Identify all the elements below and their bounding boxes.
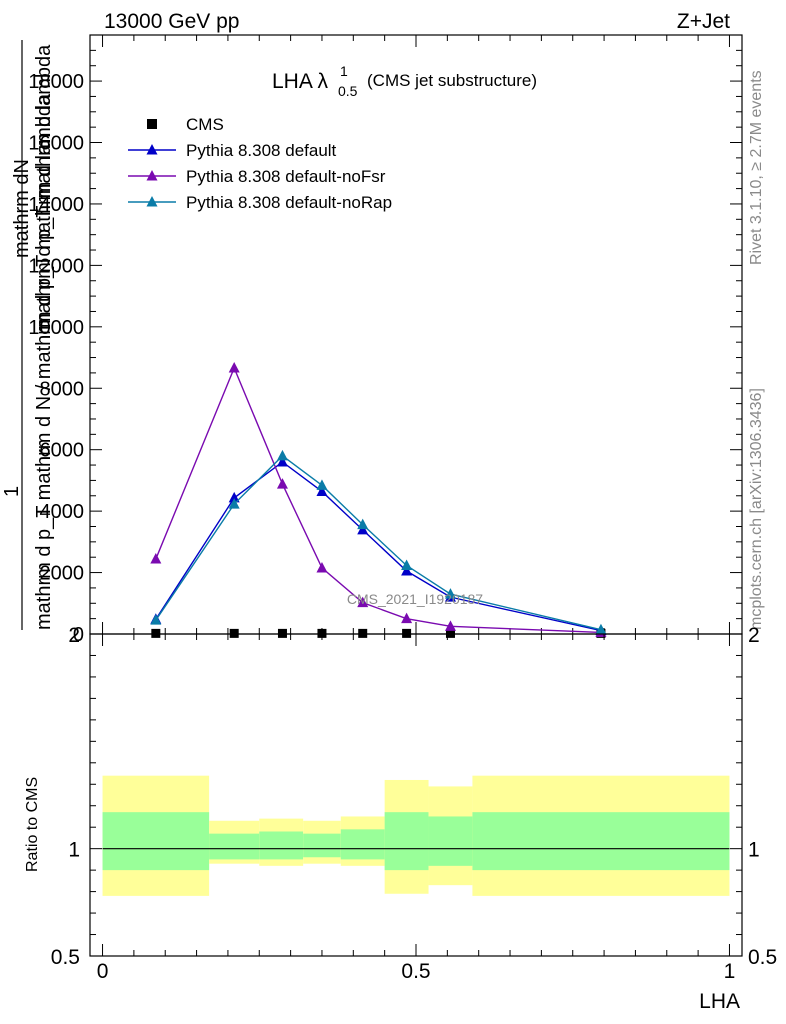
legend-entry: Pythia 8.308 default [128,141,337,160]
rivet-label: Rivet 3.1.10, ≥ 2.7M events [748,70,765,265]
ratio-y-tick-label: 1 [68,839,80,862]
legend-label: CMS [186,115,224,134]
data-point [445,628,455,638]
data-point [150,614,162,625]
header-right: Z+Jet [677,10,730,33]
data-point [401,559,413,570]
ratio-band-inner [303,833,341,858]
legend-label: Pythia 8.308 default [186,141,337,160]
y-tick-label: 18000 [28,71,84,93]
legend: CMS Pythia 8.308 default Pythia 8.308 defa… [128,115,392,212]
series-3 [150,449,607,635]
ratio-band-inner [340,829,385,860]
data-point [317,628,327,638]
data-point [444,620,456,631]
data-point [357,518,369,530]
ratio-band-inner [209,833,260,860]
data-point [151,628,161,638]
title-sup: 1 [340,63,348,79]
data-point [444,588,456,599]
y-tick-label: 2000 [40,563,85,585]
y-tick-label: 14000 [28,194,84,216]
ratio-band-inner [472,812,730,871]
series-2 [150,361,607,637]
data-point [276,455,288,467]
legend-entry: Pythia 8.308 default-noRap [128,193,392,212]
legend-marker [146,170,158,181]
y-tick-label: 0 [73,624,84,646]
top-axes: 0 2000 4000 6000 8000 10000 12000 14000 16000 180… [28,34,743,646]
data-point [595,623,607,635]
legend-entry: CMS [147,115,224,134]
x-tick-label: 1 [724,960,736,983]
ratio-ylabel: Ratio to CMS [24,777,41,872]
ratio-band-inner [428,816,473,866]
title-sub: 0.5 [338,83,358,99]
data-point [229,628,239,638]
legend-marker [146,196,158,207]
ratio-axes: 0.5 0.51 12 20 0.5 1 [51,624,777,983]
data-point [276,478,288,489]
ratio-y-tick-label-right: 1 [748,839,760,862]
watermark: CMS_2021_I1920187 [347,591,483,607]
ratio-bands [102,775,730,896]
data-point [358,628,368,638]
y-tick-label: 12000 [28,255,84,277]
data-point [150,553,162,564]
ylabel-one: 1 [1,486,23,497]
legend-label: Pythia 8.308 default-noFsr [186,167,386,186]
title-main: LHA λ [272,70,329,93]
x-axis-label: LHA [699,990,740,1013]
ylabel-line-2: mathrm d p_T mathrm d lambda [33,44,55,330]
ratio-y-tick-label: 0.5 [51,946,80,969]
header-left: 13000 GeV pp [104,10,239,33]
plot-title: LHA λ 1 0.5 (CMS jet substructure) [272,63,537,99]
y-tick-label: 10000 [28,317,84,339]
ratio-band-inner [384,812,429,871]
mcplots-label: mcplots.cern.ch [arXiv:1306.3436] [748,388,765,630]
series-line [155,461,602,632]
legend-marker [146,144,158,155]
y-tick-label: 4000 [40,501,85,523]
legend-entry: Pythia 8.308 default-noFsr [128,167,386,186]
ratio-y-tick-label-right: 0.5 [748,946,777,969]
ratio-band-inner [259,831,304,860]
x-tick-label: 0 [97,960,109,983]
ratio-y-tick-label: 2 [68,624,80,647]
data-point [357,596,369,608]
data-point [276,449,288,461]
data-point [228,498,240,509]
data-point [401,612,413,624]
data-point [316,561,328,573]
x-tick-label: 0.5 [401,960,430,983]
title-note: (CMS jet substructure) [367,71,537,90]
y-tick-label: 16000 [28,133,84,155]
data-point [277,628,287,638]
data-point [228,361,240,373]
data-point [402,628,412,638]
legend-marker [147,119,157,129]
series-line [155,366,601,634]
y-tick-label: 8000 [40,378,85,400]
top-series [150,361,607,638]
y-axis-label: mathrm dN mathrm d p_T mathrm d lambda m… [1,40,55,630]
data-point [316,485,328,496]
series-line [155,454,602,631]
ratio-band-inner [102,812,210,871]
y-tick-label: 6000 [40,440,85,462]
data-point [401,565,413,576]
ylabel-line-3: mathrm d p_T mathrm d N / mathrm d p_T m… [33,93,55,630]
legend-label: Pythia 8.308 default-noRap [186,193,392,212]
ratio-y-tick-label-right: 2 [748,624,760,647]
data-point [316,479,328,490]
data-point [228,491,240,503]
